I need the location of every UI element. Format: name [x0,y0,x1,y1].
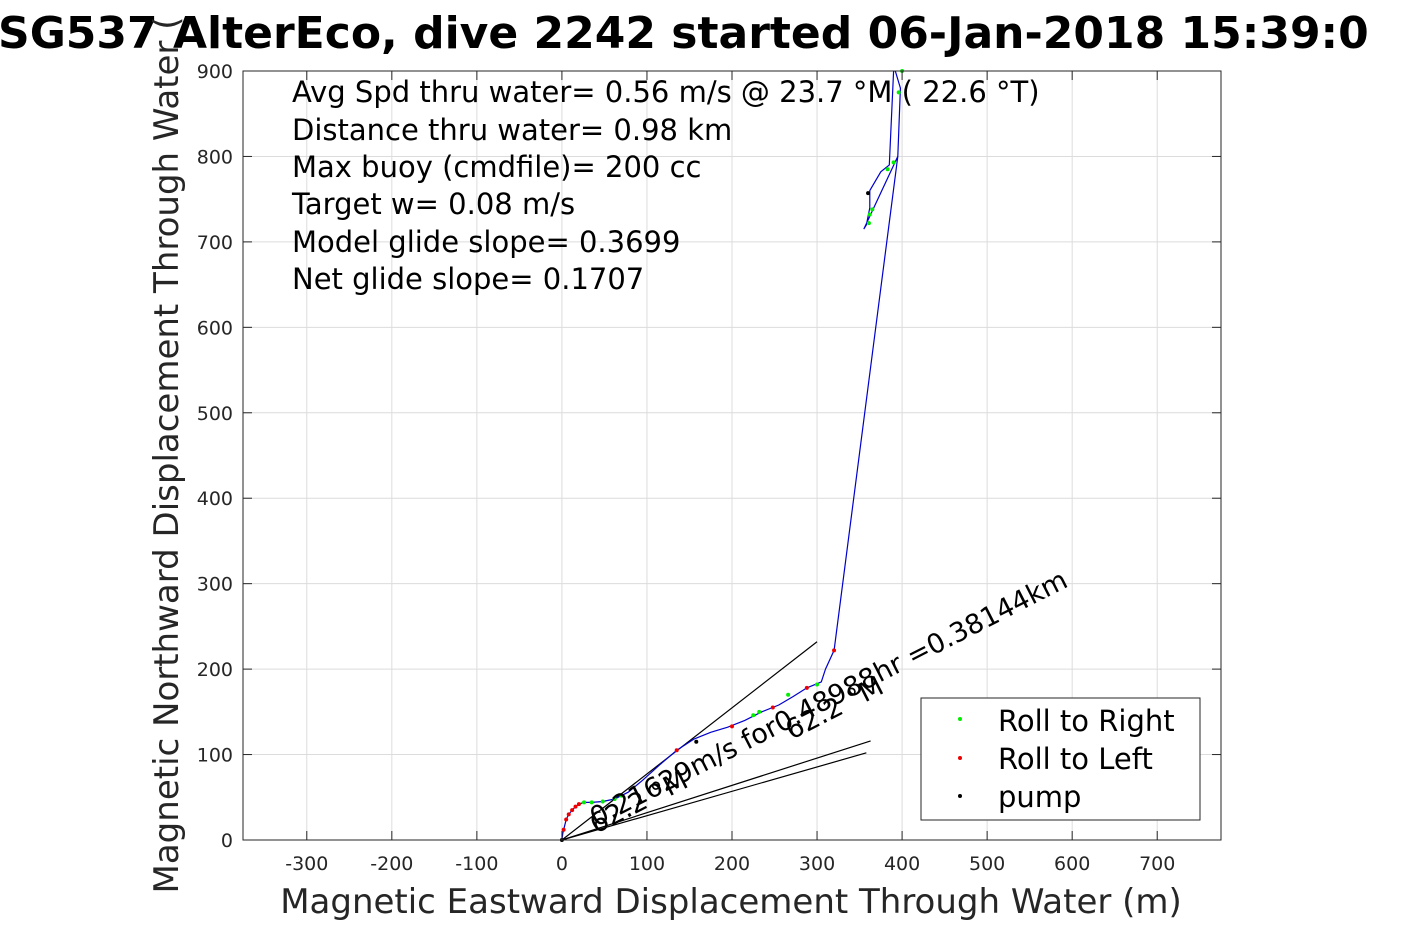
stat-target-w: Target w= 0.08 m/s [291,187,575,221]
y-tick-label: 800 [197,146,233,168]
roll-right-point [612,796,617,801]
roll-left-point [564,817,569,822]
x-tick-label: 400 [884,853,920,875]
roll-right-point [619,793,624,798]
y-tick-label: 100 [197,745,233,767]
roll-right-point [815,682,820,687]
roll-right-point [896,90,901,95]
roll-right-point [757,709,762,714]
roll-left-point [730,724,734,729]
heading-lines [561,641,871,840]
roll-left-point [576,802,581,807]
plot-area: -300 -200 -100 0 100 200 300 400 500 600 700 0 100 20… [197,61,1222,875]
roll-left-point [561,827,566,832]
x-tick-label: 500 [969,853,1005,875]
roll-right-point [870,207,875,212]
legend-label-roll-right: Roll to Right [998,704,1175,738]
x-tick-label: 300 [799,853,835,875]
legend: Roll to Right Roll to Left pump [920,697,1201,821]
marker-layer [559,69,905,842]
x-tick-label: 600 [1054,853,1090,875]
stats-text-block: Avg Spd thru water= 0.56 m/s @ 23.7 °M (… [291,75,1040,296]
x-tick-label: 0 [556,853,568,875]
stat-max-buoy: Max buoy (cmdfile)= 200 cc [292,150,701,184]
stat-distance: Distance thru water= 0.98 km [292,113,732,147]
chart-title: SG537 AlterEco, dive 2242 started 06-Jan… [0,8,1369,59]
y-tick-label: 200 [197,659,233,681]
roll-left-point [573,804,578,809]
roll-left-point [674,748,679,753]
x-tick-label: 200 [714,853,750,875]
legend-marker-pump [958,794,962,798]
legend-marker-roll-left [958,756,962,760]
stat-net-glide: Net glide slope= 0.1707 [292,262,644,296]
legend-label-pump: pump [998,780,1081,814]
roll-right-point [891,160,896,165]
pump-point [694,739,699,744]
roll-left-point [770,705,775,710]
legend-box [920,697,1201,821]
heading-line-1 [561,740,871,840]
y-axis-label: Magnetic Northward Displacement Through … [147,17,187,894]
y-tick-label: 500 [197,403,233,425]
legend-marker-roll-right [958,717,962,721]
x-tick-label: -200 [370,853,413,875]
roll-left-point [832,648,837,653]
stat-avg-speed: Avg Spd thru water= 0.56 m/s @ 23.7 °M (… [292,75,1040,109]
axis-ticks: -300 -200 -100 0 100 200 300 400 500 600 700 0 100 20… [197,61,1221,875]
roll-left-point [570,808,575,813]
x-axis-label: Magnetic Eastward Displacement Through W… [280,882,1182,922]
y-tick-label: 600 [197,317,233,339]
roll-right-point [751,713,756,718]
x-tick-label: 100 [629,853,665,875]
heading-line-0 [561,641,818,840]
roll-right-point [885,167,890,172]
heading-line-2 [561,752,867,840]
y-tick-label: 700 [197,232,233,254]
roll-left-point [804,685,809,690]
roll-right-point [600,799,605,804]
roll-right-point [866,221,871,226]
y-tick-label: 300 [197,574,233,596]
legend-label-roll-left: Roll to Left [998,742,1153,776]
roll-right-point [786,692,791,697]
x-tick-label: -300 [285,853,328,875]
roll-right-point [582,800,587,805]
x-tick-label: -100 [455,853,498,875]
x-tick-label: 700 [1139,853,1175,875]
stat-model-glide: Model glide slope= 0.3699 [292,225,680,259]
y-tick-label: 900 [197,61,233,83]
y-tick-label: 0 [221,830,233,852]
roll-left-point [566,812,571,817]
pump-point [866,191,871,196]
roll-right-point [867,212,872,217]
y-tick-label: 400 [197,488,233,510]
roll-right-point [589,800,594,805]
